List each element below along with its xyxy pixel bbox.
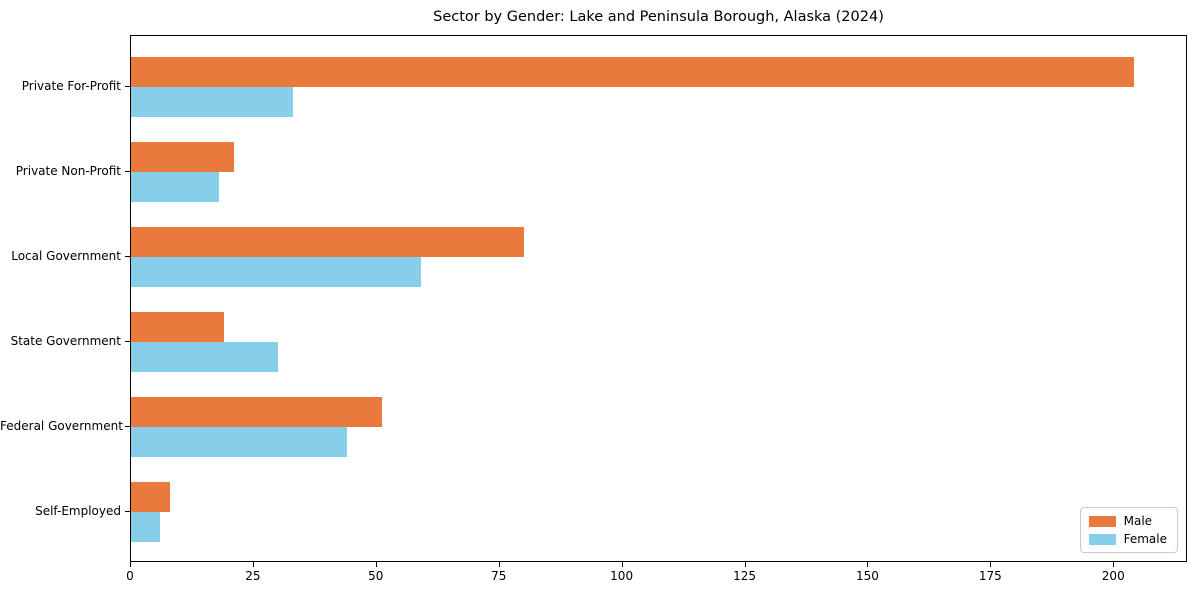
y-tick-mark (125, 256, 130, 257)
legend-item-female: Female (1088, 532, 1167, 546)
bar-female-private-non-profit (131, 172, 220, 202)
y-tick-mark (125, 426, 130, 427)
x-tick-label: 150 (855, 569, 879, 583)
x-tick-mark (1113, 562, 1115, 567)
legend-label-male: Male (1123, 514, 1153, 528)
bar-male-private-for-profit (131, 57, 1134, 87)
x-tick-mark (252, 562, 254, 567)
bar-female-state-government (131, 342, 279, 372)
bar-female-private-for-profit (131, 87, 294, 117)
bar-female-self-employed (131, 512, 161, 542)
x-tick-label: 200 (1101, 569, 1125, 583)
x-tick-mark (744, 562, 746, 567)
legend-swatch-male (1088, 515, 1116, 527)
chart-title: Sector by Gender: Lake and Peninsula Bor… (433, 9, 884, 25)
x-tick-mark (130, 562, 131, 567)
x-tick-label: 100 (610, 569, 634, 583)
bar-male-federal-government (131, 397, 382, 427)
y-tick-mark (125, 511, 130, 512)
x-tick-mark (867, 562, 869, 567)
bar-female-local-government (131, 257, 422, 287)
y-axis-label: Local Government (11, 249, 121, 263)
x-tick-mark (990, 562, 992, 567)
plot-area: Male Female (130, 35, 1187, 562)
legend-item-male: Male (1088, 514, 1167, 528)
x-tick-mark (498, 562, 500, 567)
y-axis-label: State Government (10, 334, 121, 348)
x-tick-label: 50 (368, 569, 384, 583)
x-tick-label: 25 (245, 569, 261, 583)
y-axis-label: Self-Employed (35, 504, 121, 518)
bar-female-federal-government (131, 427, 348, 457)
bar-male-state-government (131, 312, 225, 342)
y-tick-mark (125, 86, 130, 87)
y-tick-mark (125, 341, 130, 342)
x-tick-label: 75 (491, 569, 507, 583)
legend-swatch-female (1088, 533, 1116, 545)
y-axis-label: Private Non-Profit (15, 164, 121, 178)
bar-male-private-non-profit (131, 142, 235, 172)
x-tick-mark (375, 562, 377, 567)
y-axis-label: Private For-Profit (21, 79, 121, 93)
x-tick-mark (621, 562, 623, 567)
y-tick-mark (125, 171, 130, 172)
y-axis-label: Federal Government (0, 419, 123, 433)
x-tick-label: 125 (733, 569, 756, 583)
x-tick-label: 0 (126, 569, 134, 583)
x-tick-label: 175 (978, 569, 1002, 583)
bar-male-self-employed (131, 482, 171, 512)
bar-male-local-government (131, 227, 525, 257)
legend: Male Female (1079, 507, 1178, 553)
legend-label-female: Female (1123, 532, 1167, 546)
